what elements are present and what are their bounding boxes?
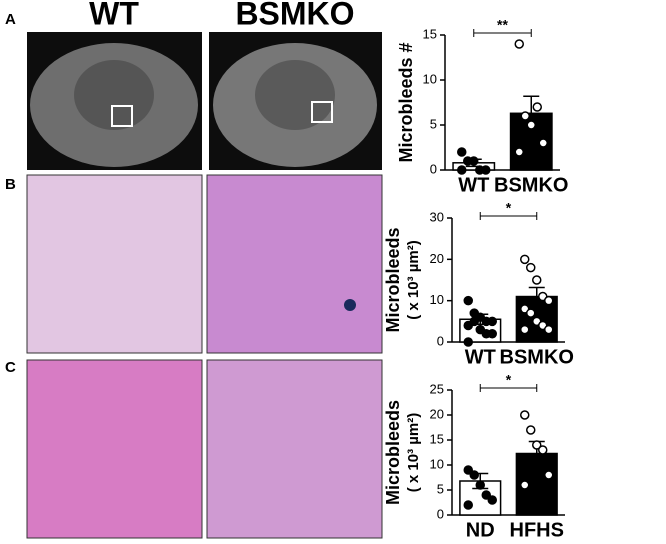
data-point <box>544 470 554 480</box>
significance-label: ** <box>497 17 508 33</box>
data-point <box>526 425 536 435</box>
data-point <box>469 156 479 166</box>
y-tick-label: 0 <box>430 161 437 176</box>
y-tick-label: 0 <box>437 333 444 348</box>
data-point <box>487 316 497 327</box>
y-tick-label: 25 <box>430 381 444 396</box>
y-tick-label: 0 <box>437 506 444 521</box>
data-point <box>526 308 536 318</box>
data-point <box>457 147 467 157</box>
x-tick-label: WT <box>458 174 489 196</box>
y-tick-label: 10 <box>423 71 437 86</box>
roi-box <box>111 105 133 127</box>
data-point <box>514 147 524 157</box>
panel-label: B <box>5 176 16 193</box>
data-point <box>463 500 473 510</box>
x-tick-label: WT <box>465 346 496 368</box>
roi-box <box>311 101 333 123</box>
data-point <box>469 470 479 480</box>
data-point <box>457 165 467 175</box>
brain-core <box>74 60 154 130</box>
significance-bracket <box>479 384 538 392</box>
y-tick-label: 15 <box>423 26 437 41</box>
significance-label: * <box>506 372 512 388</box>
x-tick-label: BSMKO <box>494 174 568 196</box>
data-point <box>532 102 542 112</box>
significance-label: * <box>506 200 512 216</box>
iron-deposit <box>344 299 356 311</box>
y-axis-label: ( x 10³ µm²) <box>405 413 422 493</box>
data-point <box>514 39 524 49</box>
significance-bracket <box>479 212 538 220</box>
data-point <box>475 480 485 490</box>
y-tick-label: 10 <box>430 456 444 471</box>
histology-image <box>26 359 203 539</box>
data-point <box>487 495 497 505</box>
x-tick-label: ND <box>466 519 495 541</box>
x-tick-label: BSMKO <box>500 346 574 368</box>
data-point <box>520 324 530 335</box>
error-bar <box>528 286 545 307</box>
histology-image <box>26 174 203 354</box>
y-tick-label: 10 <box>430 292 444 307</box>
y-tick-label: 15 <box>430 431 444 446</box>
data-point <box>526 120 536 130</box>
y-tick-label: 20 <box>430 406 444 421</box>
panel-label: C <box>5 359 16 376</box>
data-point <box>538 445 548 455</box>
data-point <box>544 324 554 335</box>
y-tick-label: 5 <box>437 481 444 496</box>
histology-image <box>206 174 383 354</box>
data-point <box>463 465 473 475</box>
panel-label: A <box>5 11 16 28</box>
column-header: BSMKO <box>235 0 354 31</box>
data-point <box>487 328 497 339</box>
significance-bracket <box>473 29 532 37</box>
y-tick-label: 5 <box>430 116 437 131</box>
data-point <box>520 254 530 265</box>
y-axis-label: ( x 10³ µm²) <box>405 240 422 320</box>
data-point <box>469 316 479 327</box>
y-axis-label: Microbleeds <box>383 227 403 332</box>
data-point <box>463 337 473 347</box>
data-point <box>481 165 491 175</box>
x-tick-label: HFHS <box>510 519 564 541</box>
y-axis-label: Microbleeds # <box>396 42 416 162</box>
column-header: WT <box>89 0 139 31</box>
y-tick-label: 20 <box>430 251 444 266</box>
y-tick-label: 30 <box>430 209 444 224</box>
data-point <box>463 295 473 306</box>
data-point <box>526 262 536 273</box>
brain-core <box>255 60 335 130</box>
data-point <box>481 490 491 500</box>
data-point <box>538 138 548 148</box>
histology-image <box>206 359 383 539</box>
data-point <box>532 440 542 450</box>
data-point <box>520 480 530 490</box>
data-point <box>532 275 542 285</box>
y-axis-label: Microbleeds <box>383 400 403 505</box>
data-point <box>544 295 554 306</box>
data-point <box>520 111 530 121</box>
data-point <box>520 410 530 420</box>
